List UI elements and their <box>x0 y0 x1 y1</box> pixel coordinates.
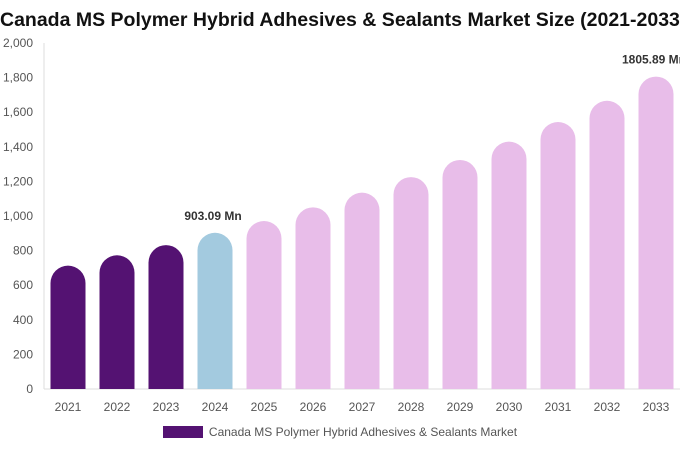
x-tick-label: 2024 <box>202 400 229 414</box>
y-tick-label: 1,400 <box>3 140 33 154</box>
y-tick-label: 0 <box>26 382 33 396</box>
legend-label: Canada MS Polymer Hybrid Adhesives & Sea… <box>208 425 518 439</box>
bar-2024 <box>197 232 233 389</box>
x-tick-label: 2025 <box>251 400 278 414</box>
legend: Canada MS Polymer Hybrid Adhesives & Sea… <box>0 425 680 439</box>
data-label: 1805.89 Mn <box>622 53 680 67</box>
bar-2022 <box>99 255 135 389</box>
x-tick-label: 2022 <box>104 400 131 414</box>
x-tick-label: 2027 <box>349 400 376 414</box>
y-tick-label: 800 <box>13 244 33 258</box>
bar-2023 <box>148 245 184 389</box>
y-tick-label: 200 <box>13 347 33 361</box>
y-tick-label: 1,000 <box>3 209 33 223</box>
y-tick-label: 1,200 <box>3 174 33 188</box>
bar-2030 <box>491 141 527 389</box>
data-label: 903.09 Mn <box>184 209 241 223</box>
x-tick-label: 2023 <box>153 400 180 414</box>
y-tick-label: 600 <box>13 278 33 292</box>
bar-2032 <box>589 100 625 390</box>
x-tick-label: 2030 <box>496 400 523 414</box>
x-tick-label: 2028 <box>398 400 425 414</box>
bar-2025 <box>246 221 282 389</box>
x-tick-label: 2029 <box>447 400 474 414</box>
bar-2031 <box>540 122 576 389</box>
legend-swatch <box>162 426 203 438</box>
y-tick-label: 1,600 <box>3 105 33 119</box>
x-tick-label: 2033 <box>643 400 670 414</box>
y-tick-label: 1,800 <box>3 71 33 85</box>
x-tick-label: 2026 <box>300 400 327 414</box>
chart-title: Canada MS Polymer Hybrid Adhesives & Sea… <box>0 9 680 31</box>
bar-2028 <box>393 177 429 389</box>
x-tick-label: 2032 <box>594 400 621 414</box>
bar-2033 <box>638 76 674 390</box>
bar-2026 <box>295 207 331 389</box>
x-tick-label: 2021 <box>55 400 82 414</box>
y-tick-label: 400 <box>13 313 33 327</box>
bar-2029 <box>442 159 478 389</box>
bar-2027 <box>344 192 380 389</box>
bar-2021 <box>50 265 86 389</box>
x-tick-label: 2031 <box>545 400 572 414</box>
y-tick-label: 2,000 <box>3 36 33 50</box>
